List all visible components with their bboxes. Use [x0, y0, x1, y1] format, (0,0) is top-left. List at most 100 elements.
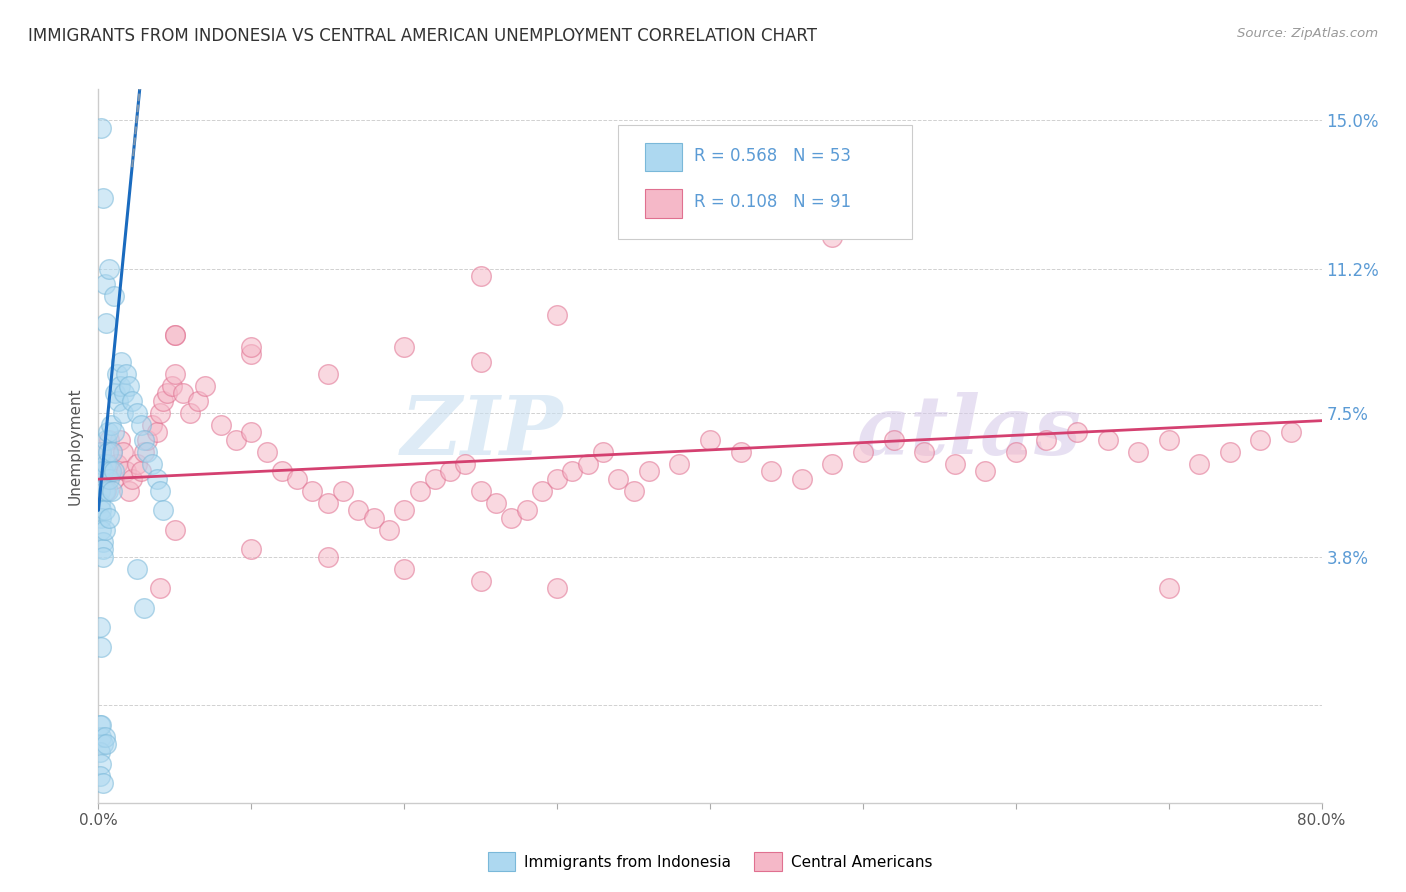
Point	[91, 464, 114, 478]
Point	[115, 367, 138, 381]
Point	[392, 340, 416, 354]
Point	[392, 503, 416, 517]
Point	[668, 199, 690, 213]
Point	[172, 386, 194, 401]
Point	[546, 582, 568, 596]
Point	[470, 483, 492, 498]
Point	[149, 406, 172, 420]
Point	[546, 309, 568, 323]
Point	[125, 457, 148, 471]
Point	[118, 378, 141, 392]
Point	[163, 367, 186, 381]
Point	[163, 327, 186, 342]
Point	[121, 394, 143, 409]
Point	[134, 445, 156, 459]
Text: IMMIGRANTS FROM INDONESIA VS CENTRAL AMERICAN UNEMPLOYMENT CORRELATION CHART: IMMIGRANTS FROM INDONESIA VS CENTRAL AME…	[28, 27, 817, 45]
Point	[100, 464, 122, 478]
Y-axis label: Unemployment: Unemployment	[67, 387, 83, 505]
Point	[699, 433, 721, 447]
Point	[93, 503, 115, 517]
Point	[141, 457, 163, 471]
Point	[89, 483, 111, 498]
Point	[1157, 582, 1180, 596]
Point	[91, 464, 114, 478]
Point	[89, 718, 111, 732]
Text: ZIP: ZIP	[401, 392, 564, 472]
Point	[89, 768, 111, 782]
Point	[576, 457, 599, 471]
Point	[1157, 433, 1180, 447]
Text: Source: ZipAtlas.com: Source: ZipAtlas.com	[1237, 27, 1378, 40]
Point	[108, 378, 131, 392]
Point	[912, 445, 935, 459]
Point	[149, 582, 172, 596]
Point	[94, 483, 117, 498]
Point	[136, 445, 159, 459]
Point	[97, 457, 120, 471]
Point	[94, 316, 117, 330]
Bar	[645, 143, 682, 171]
Point	[105, 367, 128, 381]
Point	[91, 737, 114, 751]
Point	[134, 600, 156, 615]
Point	[883, 433, 905, 447]
Point	[125, 562, 148, 576]
Point	[1035, 433, 1057, 447]
Point	[156, 386, 179, 401]
Legend: Immigrants from Indonesia, Central Americans: Immigrants from Indonesia, Central Ameri…	[481, 847, 939, 877]
Point	[194, 378, 217, 392]
Point	[546, 472, 568, 486]
Point	[91, 534, 114, 549]
Point	[485, 495, 508, 509]
Point	[94, 433, 117, 447]
Point	[316, 495, 339, 509]
Point	[103, 472, 125, 486]
Point	[160, 378, 183, 392]
Point	[240, 347, 263, 361]
Point	[316, 550, 339, 565]
Point	[821, 230, 844, 244]
Point	[149, 483, 172, 498]
Point	[89, 745, 111, 759]
Point	[100, 417, 122, 432]
Point	[470, 355, 492, 369]
Point	[100, 464, 122, 478]
Point	[561, 464, 583, 478]
Point	[256, 445, 278, 459]
Point	[301, 483, 323, 498]
Text: R = 0.108   N = 91: R = 0.108 N = 91	[695, 193, 851, 211]
Point	[90, 445, 112, 459]
Point	[501, 511, 523, 525]
Point	[129, 464, 152, 478]
Point	[316, 367, 339, 381]
Point	[240, 425, 263, 440]
Point	[1097, 433, 1119, 447]
Point	[97, 425, 120, 440]
Point	[97, 445, 120, 459]
FancyBboxPatch shape	[619, 125, 912, 239]
Point	[93, 483, 115, 498]
Point	[94, 457, 117, 471]
Point	[98, 261, 121, 276]
Point	[110, 355, 132, 369]
Point	[1128, 445, 1150, 459]
Point	[91, 191, 114, 205]
Point	[1279, 425, 1302, 440]
Point	[790, 472, 813, 486]
Point	[145, 472, 167, 486]
Point	[118, 483, 141, 498]
Point	[90, 511, 112, 525]
Point	[108, 433, 131, 447]
Point	[107, 394, 129, 409]
Point	[105, 457, 128, 471]
Point	[332, 483, 354, 498]
Point	[516, 503, 538, 517]
Point	[125, 406, 148, 420]
Point	[129, 417, 152, 432]
Point	[209, 417, 232, 432]
Text: R = 0.568   N = 53: R = 0.568 N = 53	[695, 146, 851, 164]
Point	[91, 776, 114, 790]
Point	[136, 433, 159, 447]
Point	[454, 457, 477, 471]
Point	[378, 523, 401, 537]
